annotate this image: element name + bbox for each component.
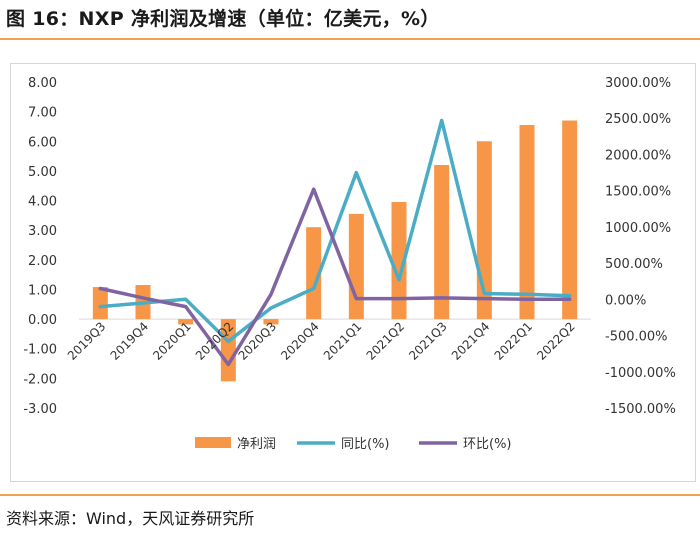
bar-2019Q3 <box>92 287 108 320</box>
legend-label-net-profit: 净利润 <box>237 437 276 452</box>
x-axis-tick-label: 2020Q1 <box>150 319 194 363</box>
right-axis-tick-label: 1000.00% <box>605 221 671 236</box>
right-axis-tick-label: -1000.00% <box>605 366 676 381</box>
left-axis-tick-label: 5.00 <box>28 165 57 180</box>
left-axis-tick-label: 7.00 <box>28 106 57 121</box>
legend-label-qoq: 环比(%) <box>463 437 512 452</box>
bar-2020Q1 <box>178 319 194 325</box>
bar-2022Q1 <box>519 124 535 320</box>
left-axis-tick-label: -3.00 <box>23 402 57 417</box>
x-axis-tick-label: 2020Q4 <box>278 319 322 363</box>
right-axis-tick-label: 0.00% <box>605 293 646 308</box>
bar-2020Q2 <box>220 319 236 382</box>
x-axis-tick-label: 2021Q4 <box>449 319 493 363</box>
right-axis-tick-label: -500.00% <box>605 330 668 345</box>
legend-label-yoy: 同比(%) <box>341 437 390 452</box>
yoy-line <box>98 118 572 344</box>
left-axis-tick-label: -2.00 <box>23 372 57 387</box>
legend-swatch-bar <box>195 437 231 448</box>
bar-2021Q1 <box>348 213 364 320</box>
source-note: 资料来源：Wind，天风证券研究所 <box>6 509 255 528</box>
bar-2020Q4 <box>306 227 322 320</box>
right-axis-tick-label: 3000.00% <box>605 76 671 91</box>
right-axis-tick-label: 500.00% <box>605 257 663 272</box>
x-axis-tick-label: 2021Q3 <box>406 319 450 363</box>
bar-2021Q3 <box>434 164 450 320</box>
right-axis-tick-label: 1500.00% <box>605 185 671 200</box>
x-axis-tick-label: 2022Q2 <box>534 319 578 363</box>
left-axis-tick-label: 1.00 <box>28 283 57 298</box>
x-axis-tick-label: 2022Q1 <box>492 319 536 363</box>
chart: -3.00 -2.00 -1.00 0.00 1.00 2.00 3.00 4.00 5.00 6… <box>23 76 676 452</box>
bar-2021Q2 <box>391 202 407 320</box>
x-axis-tick-label: 2019Q3 <box>65 319 109 363</box>
left-axis-tick-label: 6.00 <box>28 135 57 150</box>
x-axis-tick-label: 2021Q2 <box>364 319 408 363</box>
x-axis-tick-label: 2021Q1 <box>321 319 365 363</box>
page-title: 图 16：NXP 净利润及增速（单位：亿美元，%） <box>6 8 440 30</box>
title-divider <box>0 38 700 40</box>
left-axis-tick-label: 2.00 <box>28 254 57 269</box>
bar-2020Q3 <box>263 319 279 325</box>
chart-frame: -3.00 -2.00 -1.00 0.00 1.00 2.00 3.00 4.00 5.00 6… <box>10 63 696 482</box>
bar-2022Q2 <box>562 120 578 320</box>
x-axis-tick-label: 2019Q4 <box>108 319 152 363</box>
left-axis-tick-label: 4.00 <box>28 195 57 210</box>
left-axis-tick-label: 3.00 <box>28 224 57 239</box>
footer-divider <box>0 494 700 496</box>
right-axis-tick-label: 2000.00% <box>605 148 671 163</box>
left-axis-tick-label: -1.00 <box>23 343 57 358</box>
left-axis-tick-label: 8.00 <box>28 76 57 91</box>
right-axis-tick-label: -1500.00% <box>605 402 676 417</box>
right-axis-tick-label: 2500.00% <box>605 112 671 127</box>
left-axis-tick-label: 0.00 <box>28 313 57 328</box>
qoq-line <box>98 187 572 367</box>
